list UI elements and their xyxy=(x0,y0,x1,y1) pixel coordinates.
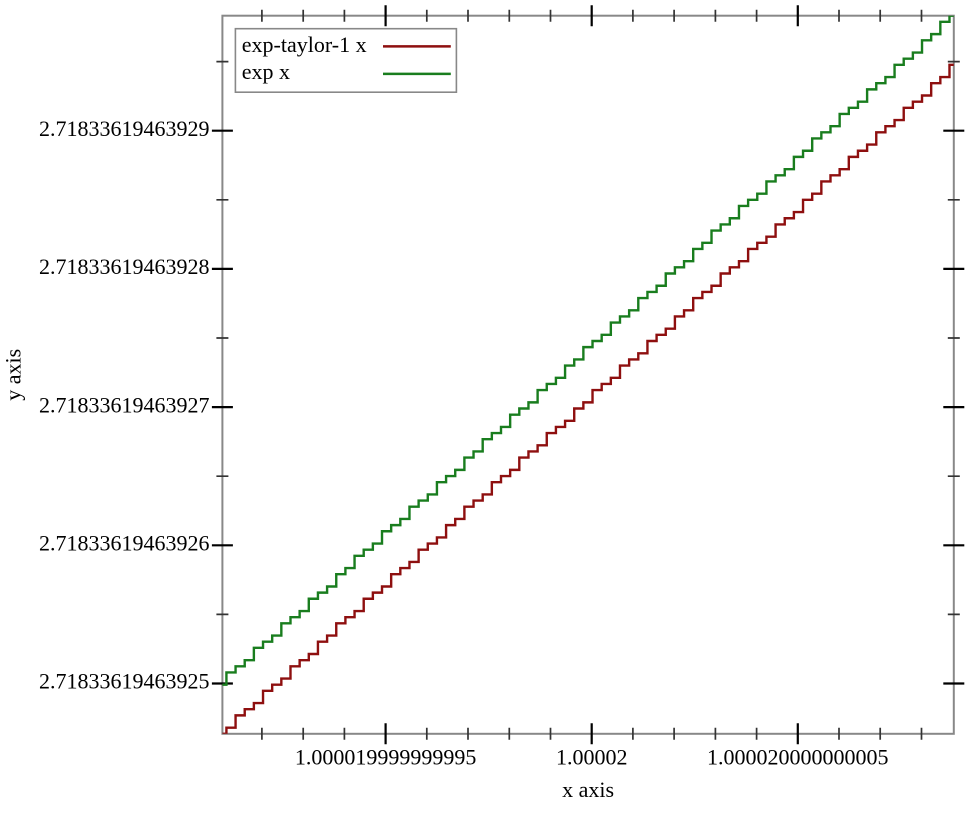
svg-text:2.71833619463928: 2.71833619463928 xyxy=(39,254,210,279)
svg-text:1.000019999999995: 1.000019999999995 xyxy=(295,744,477,769)
svg-text:2.71833619463925: 2.71833619463925 xyxy=(39,669,210,694)
svg-text:x axis: x axis xyxy=(562,777,614,802)
svg-text:1.000020000000005: 1.000020000000005 xyxy=(707,744,889,769)
svg-text:2.71833619463926: 2.71833619463926 xyxy=(39,531,210,556)
svg-text:exp-taylor-1 x: exp-taylor-1 x xyxy=(242,32,367,57)
svg-text:2.71833619463929: 2.71833619463929 xyxy=(39,116,210,141)
svg-text:1.00002: 1.00002 xyxy=(556,744,628,769)
svg-text:2.71833619463927: 2.71833619463927 xyxy=(39,392,210,417)
svg-text:y axis: y axis xyxy=(1,349,26,401)
svg-text:exp x: exp x xyxy=(242,59,290,84)
